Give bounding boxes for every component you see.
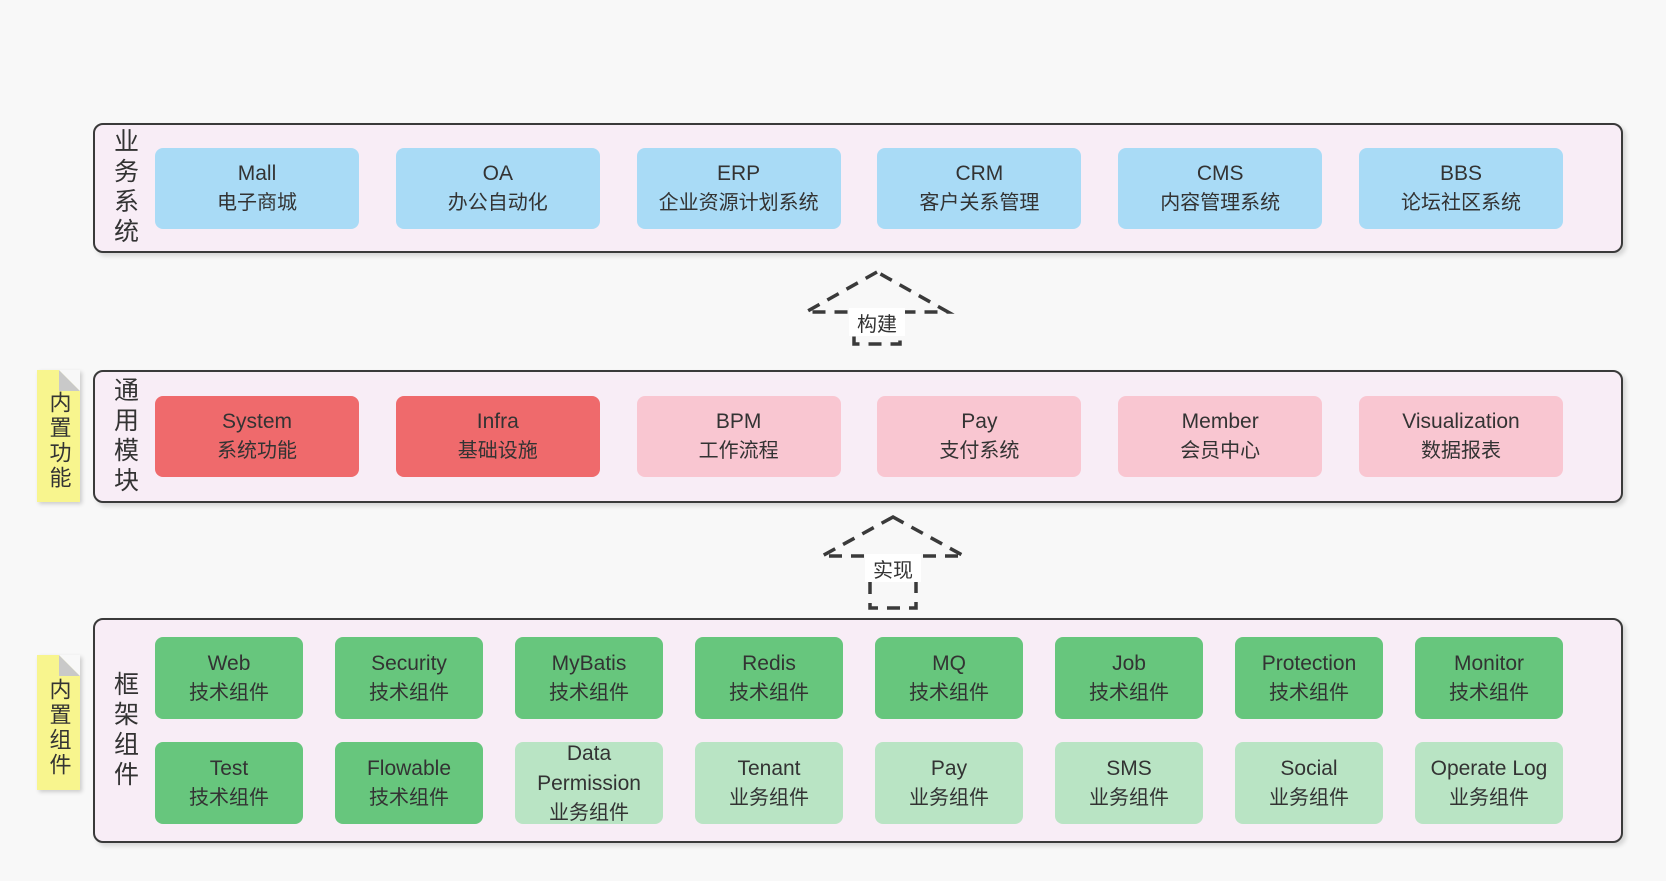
node-job: Job 技术组件 xyxy=(1055,637,1203,719)
arrow-label-build: 构建 xyxy=(849,308,905,336)
node-sms: SMS 业务组件 xyxy=(1055,742,1203,824)
framework-components-boxes: Web 技术组件 Security 技术组件 MyBatis 技术组件 Redi… xyxy=(155,620,1563,841)
up-arrow-implement xyxy=(821,515,965,610)
common-modules-boxes: System 系统功能 Infra 基础设施 BPM 工作流程 Pay 支付系统… xyxy=(155,372,1563,501)
node-mall: Mall 电子商城 xyxy=(155,147,359,229)
common-modules-container: 通用模块 System 系统功能 Infra 基础设施 BPM 工作流程 Pay… xyxy=(93,370,1623,503)
node-web: Web 技术组件 xyxy=(155,637,303,719)
section-label-framework-components: 框架组件 xyxy=(110,670,139,791)
arrow-label-implement: 实现 xyxy=(865,554,921,582)
node-mq: MQ 技术组件 xyxy=(875,637,1023,719)
node-data-permission: Data Permission 业务组件 xyxy=(515,742,663,824)
node-flowable: Flowable 技术组件 xyxy=(335,742,483,824)
node-infra: Infra 基础设施 xyxy=(395,396,600,477)
node-erp: ERP 企业资源计划系统 xyxy=(636,147,841,229)
node-crm: CRM 客户关系管理 xyxy=(877,147,1082,229)
node-system: System 系统功能 xyxy=(155,396,359,477)
sticky-note-built-in-components: 内置组件 xyxy=(37,655,80,790)
node-cms: CMS 内容管理系统 xyxy=(1118,147,1323,229)
node-oa: OA 办公自动化 xyxy=(395,147,600,229)
up-arrow-build xyxy=(799,269,955,346)
node-test: Test 技术组件 xyxy=(155,742,303,824)
node-pay-system: Pay 支付系统 xyxy=(877,396,1082,477)
node-member: Member 会员中心 xyxy=(1118,396,1323,477)
node-social: Social 业务组件 xyxy=(1235,742,1383,824)
node-protection: Protection 技术组件 xyxy=(1235,637,1383,719)
framework-row-2: Test 技术组件 Flowable 技术组件 Data Permission … xyxy=(155,742,1563,824)
node-pay-component: Pay 业务组件 xyxy=(875,742,1023,824)
section-label-common-modules: 通用模块 xyxy=(110,376,139,497)
business-systems-container: 业务系统 Mall 电子商城 OA 办公自动化 ERP 企业资源计划系统 CRM… xyxy=(93,123,1623,253)
framework-components-container: 框架组件 Web 技术组件 Security 技术组件 MyBatis 技术组件… xyxy=(93,618,1623,843)
node-operate-log: Operate Log 业务组件 xyxy=(1415,742,1563,824)
node-bpm: BPM 工作流程 xyxy=(636,396,841,477)
node-redis: Redis 技术组件 xyxy=(695,637,843,719)
node-visualization: Visualization 数据报表 xyxy=(1358,396,1563,477)
framework-row-1: Web 技术组件 Security 技术组件 MyBatis 技术组件 Redi… xyxy=(155,637,1563,719)
section-label-business-systems: 业务系统 xyxy=(110,128,139,248)
node-security: Security 技术组件 xyxy=(335,637,483,719)
node-bbs: BBS 论坛社区系统 xyxy=(1358,147,1563,229)
business-systems-boxes: Mall 电子商城 OA 办公自动化 ERP 企业资源计划系统 CRM 客户关系… xyxy=(155,125,1563,251)
node-mybatis: MyBatis 技术组件 xyxy=(515,637,663,719)
node-tenant: Tenant 业务组件 xyxy=(695,742,843,824)
sticky-note-built-in-features: 内置功能 xyxy=(37,370,80,502)
node-monitor: Monitor 技术组件 xyxy=(1415,637,1563,719)
